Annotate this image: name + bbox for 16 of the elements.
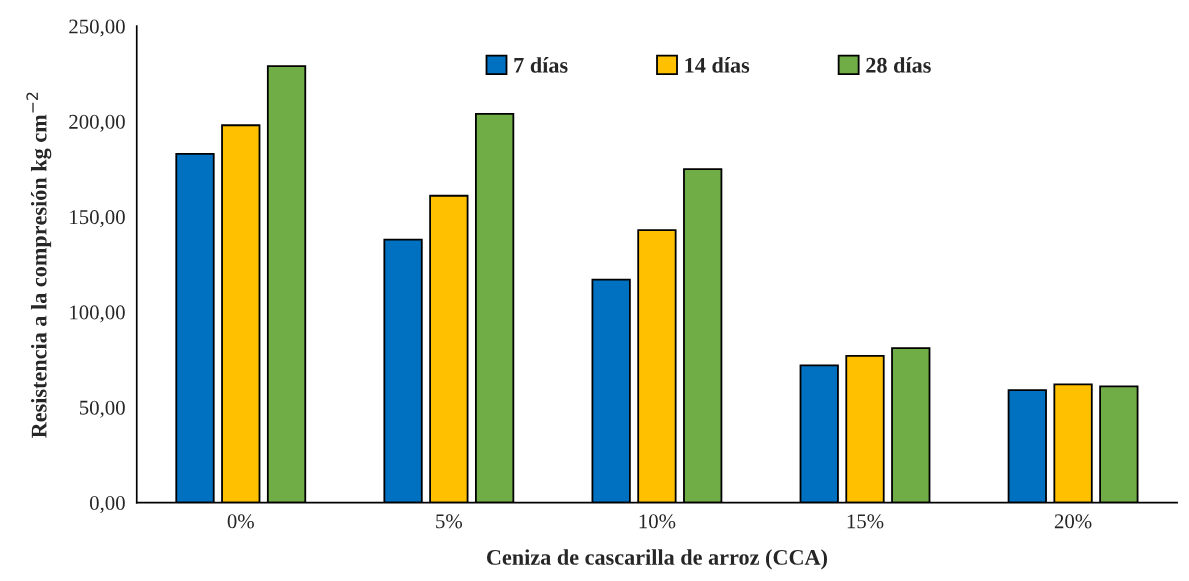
y-tick-label: 50,00	[79, 400, 125, 418]
y-tick-label: 200,00	[69, 114, 125, 132]
legend-label: 28 días	[866, 57, 931, 73]
legend-label: 14 días	[685, 57, 750, 73]
y-tick-label: 250,00	[69, 19, 125, 37]
y-axis-title: Resistencia a la compresión kg cm$^{−2}$	[26, 92, 52, 438]
x-tick-label: 10%	[639, 514, 676, 529]
x-tick-label: 15%	[847, 514, 884, 529]
x-tick-label: 20%	[1054, 514, 1092, 529]
legend-label: 7 días	[514, 57, 568, 73]
y-tick-label: 100,00	[70, 305, 125, 323]
y-tick-label: 150,00	[70, 210, 125, 228]
x-axis-title: Ceniza de cascarilla de arroz (CCA)	[486, 549, 827, 570]
x-tick-label: 0%	[227, 514, 254, 529]
y-tick-label: 0,00	[89, 495, 125, 513]
x-tick-label: 5%	[436, 514, 463, 529]
